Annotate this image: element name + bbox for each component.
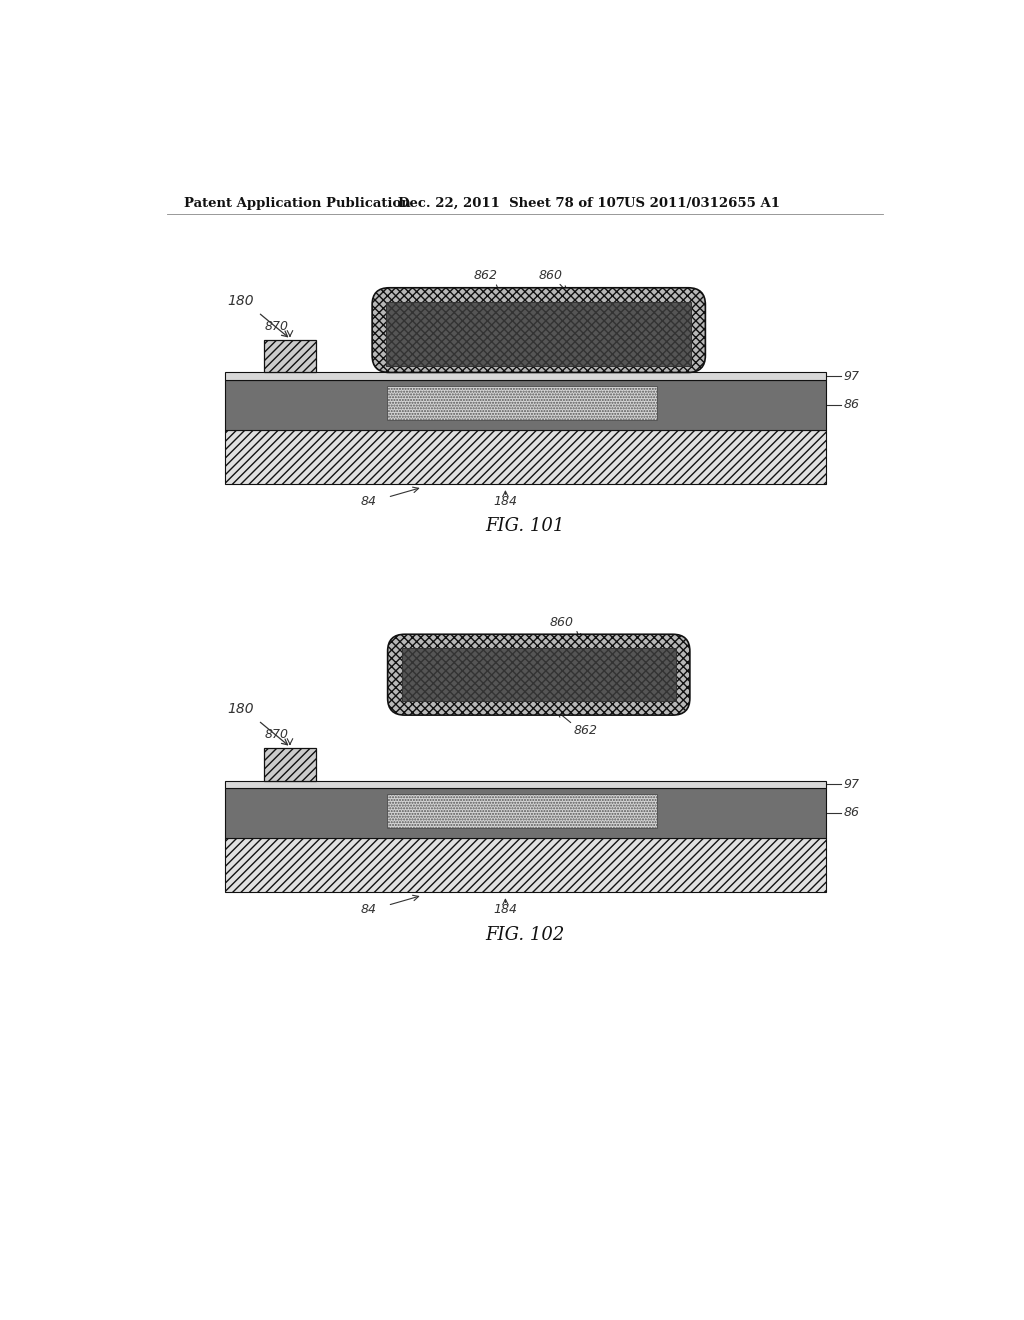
Text: 862: 862 [474, 269, 498, 282]
Bar [225, 430, 825, 484]
Text: 84: 84 [360, 903, 376, 916]
Text: 862: 862 [573, 723, 597, 737]
Bar [225, 372, 825, 380]
Text: Patent Application Publication: Patent Application Publication [183, 197, 411, 210]
Bar [263, 748, 316, 780]
Bar [225, 380, 825, 430]
FancyBboxPatch shape [388, 635, 690, 715]
Text: FIG. 101: FIG. 101 [485, 517, 564, 536]
Bar [387, 387, 656, 420]
Text: 86: 86 [844, 399, 859, 412]
Bar [225, 788, 825, 838]
Text: FIG. 102: FIG. 102 [485, 925, 564, 944]
Text: 184: 184 [494, 903, 517, 916]
Text: 86: 86 [844, 807, 859, 820]
Text: Dec. 22, 2011  Sheet 78 of 107: Dec. 22, 2011 Sheet 78 of 107 [397, 197, 625, 210]
Text: 184: 184 [494, 495, 517, 508]
Bar [386, 302, 691, 366]
Bar [225, 780, 825, 788]
Bar [225, 838, 825, 892]
Text: 180: 180 [227, 702, 254, 715]
Text: 97: 97 [844, 370, 859, 383]
Text: 870: 870 [265, 319, 289, 333]
Text: 180: 180 [227, 294, 254, 308]
Text: 870: 870 [265, 727, 289, 741]
Bar [401, 648, 676, 701]
Bar [263, 341, 316, 372]
FancyBboxPatch shape [372, 288, 706, 372]
Text: 860: 860 [550, 616, 574, 630]
Bar [387, 795, 656, 829]
Text: 860: 860 [539, 269, 562, 282]
Text: 97: 97 [844, 777, 859, 791]
Text: US 2011/0312655 A1: US 2011/0312655 A1 [624, 197, 780, 210]
Text: 84: 84 [360, 495, 376, 508]
